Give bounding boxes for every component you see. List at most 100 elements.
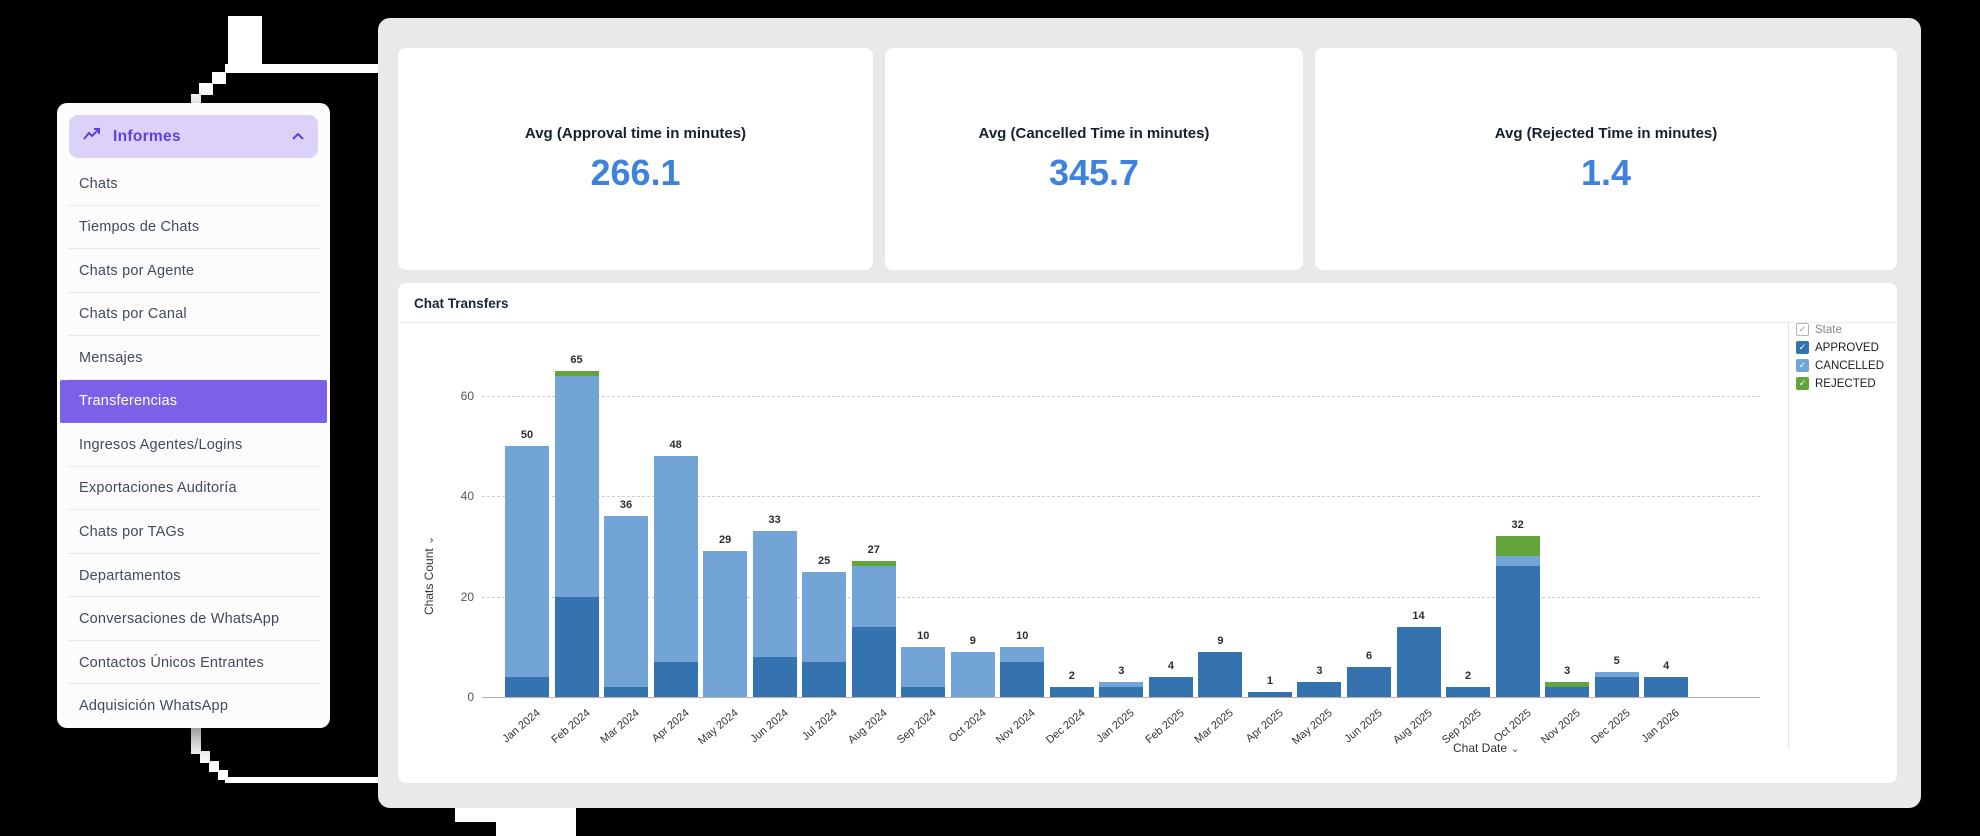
sidebar-menu-item[interactable]: Exportaciones Auditoría xyxy=(57,467,330,511)
chevron-down-icon: ⌄ xyxy=(424,535,436,545)
stair-top-line xyxy=(225,64,383,73)
bar-segment-cancelled[interactable] xyxy=(1000,646,1045,662)
bar-segment-cancelled[interactable] xyxy=(1099,681,1144,687)
bar-segment-cancelled[interactable] xyxy=(1495,556,1540,567)
bar-value-label: 25 xyxy=(818,554,831,567)
bar-segment-approved[interactable] xyxy=(1495,566,1540,697)
y-tick-label: 20 xyxy=(460,589,474,604)
x-axis-line xyxy=(482,697,1760,698)
menu-item-label: Conversaciones de WhatsApp xyxy=(79,611,280,628)
bar-segment-cancelled[interactable] xyxy=(1594,671,1639,677)
bar-segment-approved[interactable] xyxy=(1396,626,1441,697)
legend-entry-label: REJECTED xyxy=(1815,377,1876,390)
legend-entry-row[interactable]: ✓ APPROVED xyxy=(1796,341,1884,354)
bar-value-label: 4 xyxy=(1167,659,1174,672)
bar-segment-approved[interactable] xyxy=(1049,686,1094,697)
bar-segment-cancelled[interactable] xyxy=(653,456,698,662)
sidebar-menu-item[interactable]: Mensajes xyxy=(57,336,330,380)
sidebar-menu-item[interactable]: Chats por TAGs xyxy=(57,510,330,554)
y-axis-title[interactable]: Chats Count ⌄ xyxy=(422,535,436,615)
kpi-value: 266.1 xyxy=(590,151,681,193)
checkbox-checked-icon[interactable]: ✓ xyxy=(1796,323,1809,336)
bar-segment-approved[interactable] xyxy=(554,596,599,697)
bar-segment-cancelled[interactable] xyxy=(901,646,946,687)
chart-plot: 0 20 40 60 50 Jan 2024 65 Feb 2024 36 Mar 2024 48 A… xyxy=(398,283,1897,783)
bar-segment-approved[interactable] xyxy=(1099,686,1144,697)
sidebar-menu-item[interactable]: Chats por Canal xyxy=(57,293,330,337)
bar-segment-approved[interactable] xyxy=(1297,681,1342,697)
stair-top-step3 xyxy=(191,94,201,108)
legend-entry-row[interactable]: ✓ CANCELLED xyxy=(1796,359,1884,372)
sidebar-menu-item[interactable]: Adquisición WhatsApp xyxy=(57,684,330,728)
dashboard-panel: Avg (Approval time in minutes) 266.1 Avg… xyxy=(378,18,1921,808)
sidebar-menu-item[interactable]: Conversaciones de WhatsApp xyxy=(57,597,330,641)
bar-segment-rejected[interactable] xyxy=(1495,536,1540,557)
checkbox-checked-icon[interactable]: ✓ xyxy=(1796,341,1809,354)
bar-segment-approved[interactable] xyxy=(1644,676,1689,697)
bar-segment-approved[interactable] xyxy=(1247,691,1292,697)
sidebar-menu-item[interactable]: Contactos Únicos Entrantes xyxy=(57,641,330,685)
stair-top-step2 xyxy=(199,83,213,95)
sidebar-menu-item[interactable]: Chats por Agente xyxy=(57,249,330,293)
bar-segment-rejected[interactable] xyxy=(1545,681,1590,687)
bar-segment-approved[interactable] xyxy=(653,661,698,697)
legend-group-label: State xyxy=(1815,323,1842,336)
bar-segment-approved[interactable] xyxy=(1198,651,1243,697)
bar-segment-approved[interactable] xyxy=(1545,686,1590,697)
x-tick-label: Jan 2024 xyxy=(500,707,543,746)
kpi-value: 1.4 xyxy=(1580,151,1632,193)
bar-value-label: 9 xyxy=(1217,634,1224,647)
stair-top-bar xyxy=(228,16,262,68)
bar-segment-rejected[interactable] xyxy=(851,561,896,567)
bar-segment-cancelled[interactable] xyxy=(554,375,599,597)
menu-item-label: Transferencias xyxy=(79,393,178,410)
bar-value-label: 1 xyxy=(1266,674,1273,687)
sidebar-menu-item[interactable]: Chats xyxy=(57,162,330,206)
stair-bottom-step3 xyxy=(209,761,219,772)
bar-segment-approved[interactable] xyxy=(1446,686,1491,697)
bar-segment-cancelled[interactable] xyxy=(752,531,797,657)
divider xyxy=(398,322,1897,323)
sidebar-menu-item[interactable]: Ingresos Agentes/Logins xyxy=(57,423,330,467)
sidebar-menu-item[interactable]: Transferencias xyxy=(60,379,327,424)
bar-segment-approved[interactable] xyxy=(1000,661,1045,697)
checkbox-checked-icon[interactable]: ✓ xyxy=(1796,359,1809,372)
bar-segment-approved[interactable] xyxy=(802,661,847,697)
bar-value-label: 4 xyxy=(1663,659,1670,672)
bar-segment-approved[interactable] xyxy=(752,656,797,697)
bar-segment-cancelled[interactable] xyxy=(851,566,896,627)
bar-segment-approved[interactable] xyxy=(1347,666,1391,697)
bar-value-label: 29 xyxy=(718,534,732,547)
legend-group-row[interactable]: ✓ State xyxy=(1796,323,1884,336)
sidebar-menu-item[interactable]: Tiempos de Chats xyxy=(57,206,330,250)
chevron-up-icon[interactable] xyxy=(292,128,304,146)
bar-segment-approved[interactable] xyxy=(505,676,549,697)
kpi-title: Avg (Cancelled Time in minutes) xyxy=(978,124,1210,142)
bar-segment-approved[interactable] xyxy=(851,626,896,697)
sidebar-menu-item[interactable]: Departamentos xyxy=(57,554,330,598)
checkbox-checked-icon[interactable]: ✓ xyxy=(1796,377,1809,390)
bar-segment-cancelled[interactable] xyxy=(505,446,549,677)
menu-item-label: Departamentos xyxy=(79,567,181,584)
x-axis-title[interactable]: Chat Date ⌄ xyxy=(1453,741,1520,755)
bar-segment-approved[interactable] xyxy=(604,686,649,697)
bar-segment-cancelled[interactable] xyxy=(802,571,847,662)
sidebar-header-informes[interactable]: Informes xyxy=(69,115,318,158)
stair-bottom-line xyxy=(225,777,380,783)
bar-value-label: 3 xyxy=(1564,664,1571,677)
menu-item-label: Contactos Únicos Entrantes xyxy=(79,654,264,671)
bar-segment-approved[interactable] xyxy=(1594,676,1639,697)
menu-item-label: Chats por TAGs xyxy=(79,524,185,541)
kpi-value: 345.7 xyxy=(1048,151,1140,193)
bar-value-label: 36 xyxy=(619,499,633,512)
bar-value-label: 48 xyxy=(669,439,682,452)
bar-value-label: 2 xyxy=(1068,669,1075,682)
bar-segment-approved[interactable] xyxy=(1148,676,1193,697)
bar-segment-approved[interactable] xyxy=(901,686,946,697)
bar-segment-cancelled[interactable] xyxy=(604,516,649,687)
bar-segment-cancelled[interactable] xyxy=(703,551,748,697)
bar-segment-rejected[interactable] xyxy=(554,370,599,376)
bar-segment-cancelled[interactable] xyxy=(950,651,995,697)
stair-under-step1 xyxy=(455,806,497,822)
legend-entry-row[interactable]: ✓ REJECTED xyxy=(1796,377,1884,390)
